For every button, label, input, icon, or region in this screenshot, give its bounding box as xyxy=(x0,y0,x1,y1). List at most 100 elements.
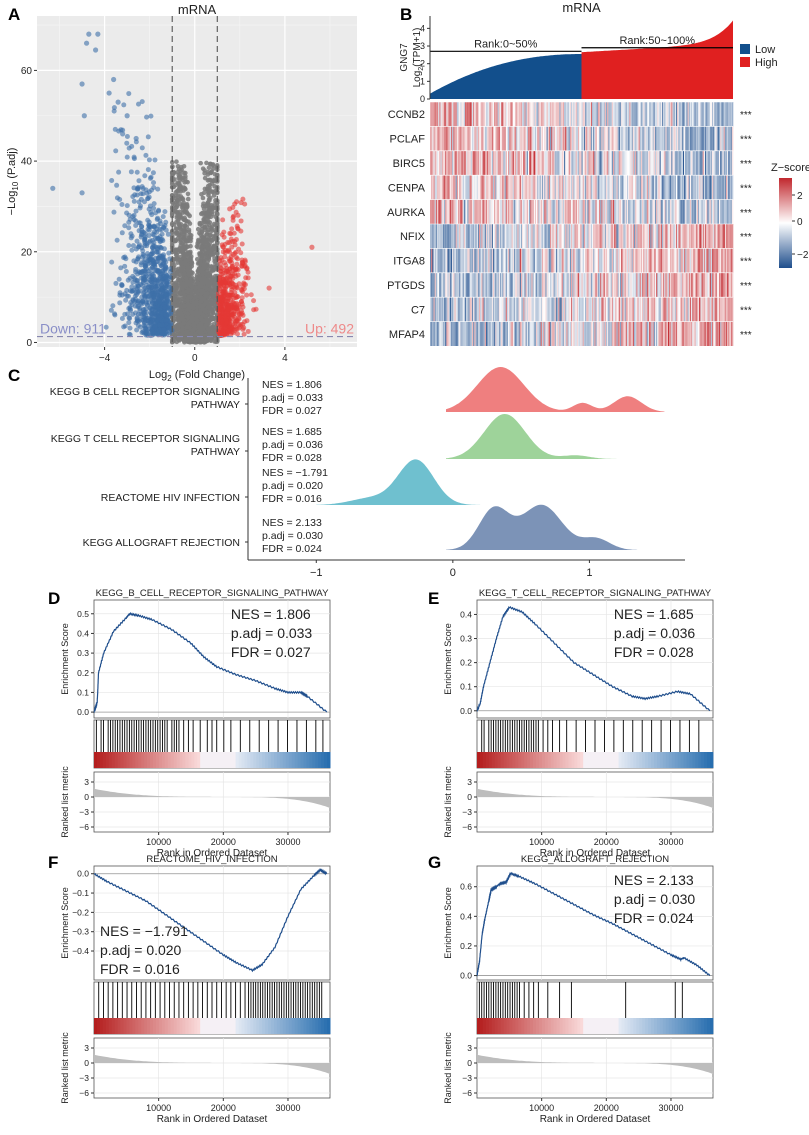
volcano-point-ns xyxy=(174,159,179,164)
volcano-point-ns xyxy=(202,168,207,173)
volcano-point-ns xyxy=(200,195,206,201)
volcano-point-ns xyxy=(206,165,212,171)
volcano-point-outlier xyxy=(83,40,90,46)
volcano-point-ns xyxy=(204,209,210,214)
volcano-point-down xyxy=(157,273,163,279)
volcano-point-up xyxy=(230,214,236,220)
volcano-point-up xyxy=(242,257,248,263)
volcano-point-down xyxy=(157,218,163,224)
volcano-point-ns xyxy=(187,251,192,257)
volcano-point-ns xyxy=(185,244,191,249)
volcano-point-ns xyxy=(177,290,183,296)
volcano-point-ns xyxy=(174,328,180,334)
volcano-point-down xyxy=(124,134,130,140)
volcano-point-down xyxy=(113,148,119,154)
volcano-point-down xyxy=(150,251,156,257)
volcano-xtick-label: −4 xyxy=(99,353,111,364)
volcano-point-down xyxy=(109,177,115,183)
volcano-point-down xyxy=(143,301,149,307)
volcano-point-ns xyxy=(205,265,211,270)
volcano-point-ns xyxy=(194,333,200,339)
volcano-point-ns xyxy=(210,162,216,167)
volcano-point-down xyxy=(111,209,117,215)
volcano-point-down xyxy=(131,258,137,264)
volcano-point-ns xyxy=(175,169,180,175)
volcano-point-down xyxy=(134,238,140,244)
volcano-point-down xyxy=(159,231,165,237)
volcano-point-ns xyxy=(199,244,205,250)
volcano-point-ns xyxy=(200,266,206,271)
volcano-point-down xyxy=(157,260,163,266)
volcano-point-down xyxy=(124,210,130,216)
volcano-point-down xyxy=(145,217,151,223)
volcano-point-ns xyxy=(176,338,182,343)
volcano-point-ns xyxy=(181,232,187,238)
volcano-point-down xyxy=(162,304,168,310)
volcano-point-down xyxy=(165,231,171,237)
volcano-point-ns xyxy=(205,321,211,327)
volcano-point-ns xyxy=(175,198,180,204)
volcano-point-ns xyxy=(197,260,203,266)
volcano-point-ns xyxy=(205,183,211,189)
volcano-point-ns xyxy=(169,243,175,248)
volcano-point-down xyxy=(155,279,161,285)
volcano-point-down xyxy=(160,214,166,220)
volcano-point-ns xyxy=(210,315,216,321)
heatmap-title: mRNA xyxy=(562,0,601,15)
volcano-point-down xyxy=(121,324,127,330)
volcano-point-down xyxy=(154,229,160,235)
volcano-point-down xyxy=(164,273,170,279)
volcano-point-ns xyxy=(184,283,189,288)
volcano-xtick-label: 0 xyxy=(192,353,198,364)
volcano-point-up xyxy=(217,294,223,300)
volcano-point-up xyxy=(229,226,235,232)
volcano-point-down xyxy=(109,259,115,265)
volcano-point-ns xyxy=(183,176,188,181)
volcano-point-ns xyxy=(201,206,207,212)
volcano-point-down xyxy=(137,205,143,211)
volcano-point-ns xyxy=(205,201,211,207)
volcano-point-up xyxy=(245,275,251,281)
volcano-point-down xyxy=(141,293,147,299)
volcano-point-outlier xyxy=(133,135,139,142)
legend-label-high: High xyxy=(755,57,778,69)
volcano-point-down xyxy=(116,169,122,175)
legend-label-low: Low xyxy=(755,44,775,56)
volcano-point-ns xyxy=(182,223,188,228)
volcano-point-ns xyxy=(198,276,204,282)
volcano-point-down xyxy=(126,293,132,299)
volcano-point-ns xyxy=(206,304,212,310)
volcano-point-up xyxy=(222,260,228,266)
volcano-point-down xyxy=(148,113,154,119)
volcano-point-down xyxy=(146,254,152,260)
panel-label-G: G xyxy=(428,853,441,872)
volcano-point-ns xyxy=(197,253,203,258)
volcano-point-down xyxy=(126,225,132,231)
volcano-point-up xyxy=(222,250,228,256)
volcano-point-up xyxy=(229,280,235,286)
volcano-point-down xyxy=(149,290,155,296)
volcano-point-down xyxy=(143,187,149,193)
volcano-point-up xyxy=(222,314,228,320)
volcano-point-down xyxy=(128,169,134,175)
volcano-point-ns xyxy=(180,207,186,212)
volcano-point-down xyxy=(129,247,135,253)
volcano-point-ns xyxy=(177,226,183,232)
volcano-point-down xyxy=(142,263,148,269)
volcano-point-ns xyxy=(172,208,178,214)
volcano-point-ns xyxy=(169,170,175,176)
volcano-point-down xyxy=(167,284,173,290)
volcano-point-up xyxy=(233,295,239,301)
volcano-point-ns xyxy=(203,220,209,225)
volcano-point-up xyxy=(251,298,257,304)
volcano-point-up xyxy=(241,331,247,337)
volcano-xtick-label: 4 xyxy=(282,353,288,364)
volcano-point-ns xyxy=(186,219,191,224)
volcano-point-up xyxy=(229,260,235,266)
volcano-point-ns xyxy=(195,281,201,286)
volcano-point-ns xyxy=(212,281,218,286)
volcano-point-ns xyxy=(175,322,180,328)
volcano-point-ns xyxy=(191,321,196,327)
volcano-point-outlier xyxy=(111,76,117,83)
